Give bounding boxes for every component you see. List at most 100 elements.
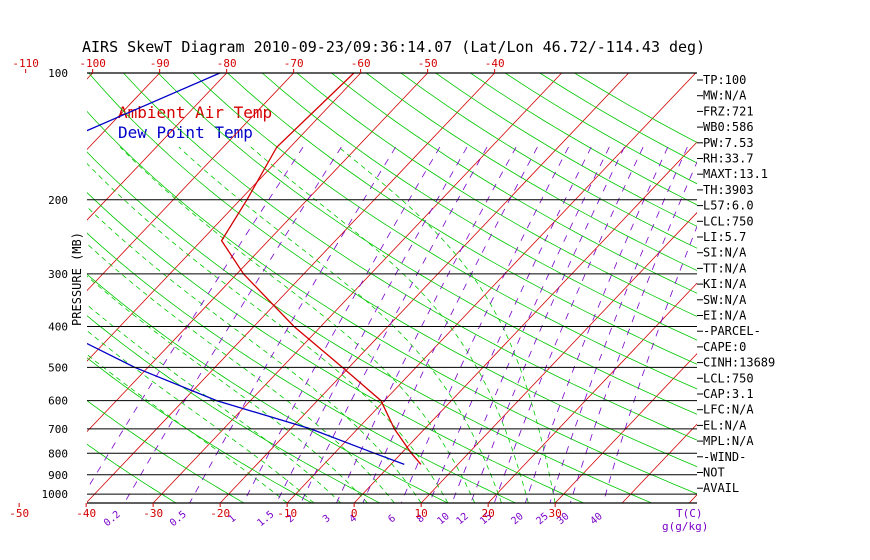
mixing-ratio-label: 8 [415,513,427,525]
dry-adiabat-line [227,73,697,365]
pressure-tick-label: 800 [48,447,68,460]
pressure-tick-label: 400 [48,321,68,334]
stat-value: CAP:3.1 [703,387,754,401]
dry-adiabat-line [366,73,697,271]
isotherm-line [87,73,495,503]
stat-value: CINH:13689 [703,356,775,370]
moist-adiabat-line [87,206,422,503]
dry-adiabat-line [87,151,652,503]
mixing-ratio-label: 10 [435,511,451,527]
mixing-ratio-line [493,146,644,503]
mixing-ratio-line [242,146,441,503]
isotherm-line [554,353,697,503]
moist-adiabat-line [119,146,476,503]
stat-value: -PARCEL- [703,324,761,338]
dry-adiabat-line [157,73,697,415]
mixing-ratio-line [451,146,610,503]
mixing-ratio-label: 6 [386,513,398,525]
dry-adiabat-line [296,73,697,317]
legend-dew-point-temp: Dew Point Temp [118,123,253,142]
pressure-tick-label: 600 [48,395,68,408]
dry-adiabat-line [87,400,245,503]
stat-value: RH:33.7 [703,152,754,166]
top-temp-label: -90 [150,57,170,70]
isotherm-line [621,423,697,503]
stat-value: WB0:586 [703,120,754,134]
bottom-temp-label: 0 [351,507,358,520]
dry-adiabat-line [261,73,697,341]
isotherm-line [0,73,26,503]
isotherm-line [420,212,697,503]
mixing-ratio-label: 1 [227,513,239,525]
top-temp-label: -110 [12,57,39,70]
stat-value: LI:5.7 [703,230,746,244]
top-temp-label: -70 [284,57,304,70]
mixing-ratio-label: 2 [285,513,297,525]
pressure-tick-label: 500 [48,361,68,374]
stat-value: TP:100 [703,73,746,87]
isotherm-line [87,73,160,151]
stat-value: TH:3903 [703,183,754,197]
dry-adiabat-line [87,273,448,503]
stat-value: PW:7.53 [703,136,754,150]
top-temp-label: -50 [418,57,438,70]
moist-adiabat-line [338,146,556,503]
mixing-ratio-label: 40 [588,511,604,527]
pressure-tick-label: 700 [48,423,68,436]
mixing-axis-label: g(g/kg) [662,520,708,533]
isotherm-line [219,73,629,503]
stat-value: TT:N/A [703,261,747,275]
stat-value: AVAIL [703,481,739,495]
pressure-tick-label: 200 [48,194,68,207]
isotherm-line [87,73,361,362]
mixing-ratio-label: 0.2 [102,509,123,529]
dry-adiabat-line [87,315,380,503]
stat-value: LCL:750 [703,214,754,228]
mixing-ratio-label: 1.5 [256,509,277,529]
bottom-temp-label: -40 [76,507,96,520]
mixing-ratio-label: 20 [510,511,526,527]
stat-value: KI:N/A [703,277,747,291]
dry-adiabat-line [123,73,697,441]
top-temp-label: -80 [217,57,237,70]
dew-point-temp-line [87,73,405,466]
bottom-temp-label: -30 [143,507,163,520]
stat-value: SW:N/A [703,293,747,307]
bottom-temp-label: 30 [549,507,562,520]
temp-axis-label: T(C) [676,507,703,520]
pressure-tick-label: 900 [48,469,68,482]
bottom-temp-label: -10 [277,507,297,520]
mixing-ratio-label: 4 [347,513,359,525]
stat-value: EI:N/A [703,309,747,323]
bottom-temp-label: -50 [9,507,29,520]
dry-adiabat-line [400,73,697,249]
mixing-ratio-label: 0.5 [168,509,189,529]
top-temp-label: -40 [485,57,505,70]
chart-title: AIRS SkewT Diagram 2010-09-23/09:36:14.0… [82,38,705,56]
dry-adiabat-line [331,73,697,294]
pressure-tick-label: 100 [48,67,68,80]
mixing-ratio-label: 12 [454,511,470,527]
mixing-ratio-label: 3 [321,513,333,525]
isotherm-line [487,282,697,503]
stat-value: LFC:N/A [703,403,754,417]
dry-adiabat-line [192,73,697,390]
isotherm-line [87,73,227,221]
bottom-temp-label: 10 [415,507,428,520]
stat-value: EL:N/A [703,418,747,432]
mixing-ratio-line [87,146,304,491]
dry-adiabat-line [87,232,516,503]
stat-value: MAXT:13.1 [703,167,768,181]
stat-value: SI:N/A [703,246,747,260]
pressure-tick-label: 1000 [42,488,69,501]
isotherm-line [87,73,294,292]
dry-adiabat-line [88,73,697,468]
stat-value: NOT [703,466,725,480]
top-temp-label: -100 [79,57,106,70]
stat-value: LCL:750 [703,371,754,385]
stat-value: FRZ:721 [703,104,754,118]
moist-adiabat-line [178,146,502,503]
stat-value: L57:6.0 [703,199,754,213]
y-axis-label: PRESSURE (MB) [70,232,84,326]
